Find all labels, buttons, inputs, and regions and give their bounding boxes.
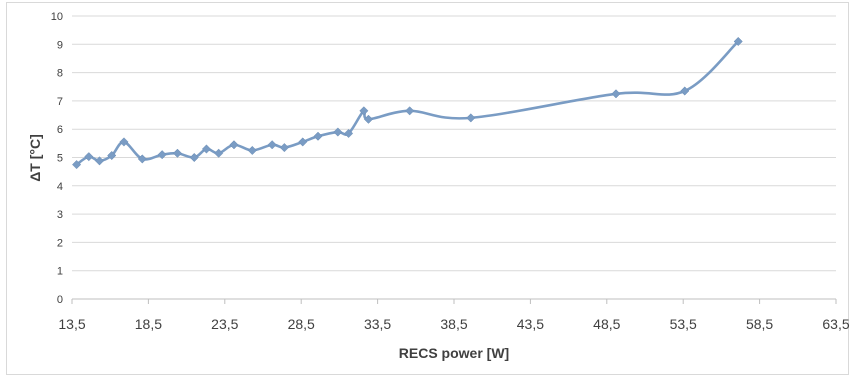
y-tick-label: 5 <box>57 153 63 165</box>
data-point-marker <box>172 148 182 158</box>
data-point-marker <box>333 127 343 137</box>
data-point-marker <box>94 156 105 166</box>
series-group <box>72 36 743 170</box>
y-tick-labels: 0 1 2 3 4 5 6 7 8 9 10 <box>51 11 63 306</box>
data-point-marker <box>359 106 369 116</box>
y-tick-label: 8 <box>57 68 63 80</box>
data-point-marker <box>363 114 373 124</box>
x-tick-labels: 13,5 18,5 23,5 28,5 33,5 38,5 43,5 48,5 53,5 58,5… <box>58 316 849 332</box>
data-point-marker <box>214 148 224 158</box>
y-tick-label: 6 <box>57 124 63 136</box>
data-point-marker <box>84 152 94 162</box>
x-tick-label: 23,5 <box>211 316 238 332</box>
x-tick-label: 13,5 <box>58 316 85 332</box>
x-tick-label: 28,5 <box>288 316 315 332</box>
x-tick-label: 58,5 <box>746 316 773 332</box>
x-tick-label: 33,5 <box>364 316 391 332</box>
data-point-marker <box>680 86 690 96</box>
x-tick-label: 53,5 <box>670 316 697 332</box>
y-tick-label: 1 <box>57 266 63 278</box>
data-point-marker <box>344 128 354 138</box>
data-point-marker <box>466 113 476 123</box>
x-tick-label: 48,5 <box>593 316 620 332</box>
data-point-marker <box>137 154 147 164</box>
x-tick-label: 63,5 <box>822 316 849 332</box>
y-tick-label: 0 <box>57 294 63 306</box>
x-tick-label: 43,5 <box>517 316 544 332</box>
x-tick-label: 18,5 <box>135 316 162 332</box>
series-line-0 <box>75 40 740 166</box>
y-tick-label: 4 <box>57 181 63 193</box>
data-point-marker <box>72 160 82 170</box>
data-point-marker <box>229 140 239 150</box>
data-point-marker <box>119 137 129 147</box>
y-tick-label: 2 <box>57 237 63 249</box>
data-point-marker <box>405 106 415 116</box>
data-point-marker <box>189 152 199 163</box>
chart-frame <box>6 2 849 375</box>
data-point-marker <box>107 150 117 161</box>
y-tick-label: 9 <box>57 39 63 51</box>
y-tick-label: 10 <box>51 11 63 23</box>
data-point-marker <box>611 89 621 99</box>
data-point-marker <box>279 143 289 153</box>
x-tick-label: 38,5 <box>440 316 467 332</box>
y-axis-title: ΔT [°C] <box>27 134 43 182</box>
data-point-marker <box>201 144 212 154</box>
data-point-marker <box>157 150 167 160</box>
axes <box>71 298 837 304</box>
x-axis-title: RECS power [W] <box>399 345 509 361</box>
data-point-marker <box>733 36 743 47</box>
y-tick-label: 7 <box>57 96 63 108</box>
data-point-marker <box>298 137 308 147</box>
y-tick-label: 3 <box>57 209 63 221</box>
data-point-marker <box>313 131 323 141</box>
data-point-marker <box>267 140 277 150</box>
data-point-marker <box>247 145 257 155</box>
